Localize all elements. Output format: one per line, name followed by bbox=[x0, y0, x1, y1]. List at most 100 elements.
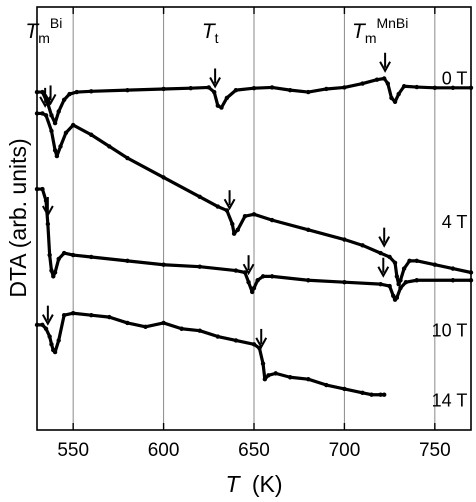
data-point-10-t-34 bbox=[468, 278, 474, 283]
data-point-4-t-4 bbox=[52, 148, 58, 153]
data-point-0-t-20 bbox=[269, 85, 275, 90]
data-point-14-t-2 bbox=[43, 326, 49, 331]
data-point-10-t-19 bbox=[251, 285, 257, 291]
data-point-0-t-27 bbox=[382, 76, 387, 81]
data-point-10-t-5 bbox=[49, 268, 54, 273]
data-point-14-t-3 bbox=[47, 334, 52, 339]
data-point-0-t-1 bbox=[40, 89, 45, 95]
data-point-0-t-8 bbox=[74, 89, 79, 95]
data-point-4-t-6 bbox=[58, 144, 63, 149]
transition-arrow-4 bbox=[223, 190, 236, 211]
tick-label-550: 550 bbox=[57, 440, 89, 461]
data-point-10-t-6 bbox=[51, 274, 56, 279]
data-point-10-t-27 bbox=[391, 293, 396, 298]
data-point-14-t-28 bbox=[342, 386, 347, 392]
transition-arrow-3 bbox=[39, 87, 52, 108]
data-point-4-t-26 bbox=[387, 254, 392, 260]
data-point-4-t-7 bbox=[63, 130, 69, 136]
data-point-0-t-5 bbox=[56, 109, 61, 114]
data-point-4-t-28 bbox=[394, 274, 400, 279]
data-point-14-t-1 bbox=[40, 322, 45, 328]
data-point-4-t-23 bbox=[342, 237, 347, 242]
data-point-0-t-15 bbox=[215, 103, 221, 108]
data-point-4-t-16 bbox=[230, 221, 235, 227]
data-point-14-t-9 bbox=[70, 311, 76, 316]
data-point-14-t-6 bbox=[52, 349, 58, 355]
series-group: 0 T 4 T 10 T 14 T bbox=[34, 68, 474, 410]
data-point-14-t-18 bbox=[233, 338, 239, 343]
data-point-4-t-11 bbox=[125, 155, 130, 161]
data-point-0-t-16 bbox=[219, 105, 224, 110]
data-point-0-t-19 bbox=[251, 86, 257, 91]
data-point-14-t-27 bbox=[324, 382, 329, 388]
data-point-4-t-33 bbox=[414, 258, 419, 264]
data-point-0-t-7 bbox=[67, 91, 72, 97]
data-point-0-t-36 bbox=[468, 85, 474, 91]
data-point-4-t-2 bbox=[43, 113, 49, 118]
data-point-14-t-4 bbox=[49, 342, 54, 347]
data-point-10-t-31 bbox=[403, 280, 409, 285]
data-point-0-t-9 bbox=[89, 89, 94, 94]
data-point-4-t-3 bbox=[49, 128, 54, 134]
data-point-10-t-3 bbox=[45, 221, 51, 227]
data-point-4-t-18 bbox=[235, 227, 240, 233]
x-axis-ticks: 550 600 650 700 750 bbox=[57, 7, 451, 461]
data-point-4-t-27 bbox=[392, 260, 398, 265]
data-point-10-t-16 bbox=[242, 270, 248, 275]
data-point-4-t-17 bbox=[231, 231, 237, 236]
data-point-10-t-33 bbox=[450, 278, 456, 283]
data-point-14-t-12 bbox=[125, 320, 130, 326]
data-point-10-t-26 bbox=[387, 283, 392, 289]
tick-label-600: 600 bbox=[148, 440, 180, 461]
data-point-14-t-31 bbox=[378, 392, 383, 397]
series-10-t: 10 T bbox=[34, 186, 474, 341]
data-point-4-t-12 bbox=[161, 175, 166, 180]
data-point-4-t-34 bbox=[432, 262, 438, 267]
data-point-0-t-29 bbox=[389, 95, 394, 101]
transition-arrow-1 bbox=[209, 68, 221, 89]
y-axis-label: DTA (arb. units) bbox=[5, 138, 31, 297]
data-point-10-t-30 bbox=[398, 285, 403, 291]
data-point-10-t-21 bbox=[260, 274, 266, 279]
data-point-0-t-0 bbox=[34, 89, 40, 95]
data-point-10-t-18 bbox=[249, 289, 255, 295]
tick-label-750: 750 bbox=[419, 440, 451, 461]
annotation-tm-mnbi: TmMnBi bbox=[352, 15, 408, 46]
series-label-14-t: 14 T bbox=[432, 390, 468, 410]
data-point-10-t-17 bbox=[246, 280, 251, 285]
data-point-0-t-28 bbox=[385, 81, 391, 86]
data-point-0-t-34 bbox=[432, 85, 438, 91]
data-point-10-t-10 bbox=[70, 252, 76, 258]
data-point-4-t-31 bbox=[401, 266, 407, 271]
data-point-4-t-22 bbox=[306, 227, 311, 233]
transition-arrow-7 bbox=[242, 255, 255, 276]
data-point-4-t-36 bbox=[468, 270, 474, 275]
data-point-0-t-35 bbox=[450, 85, 456, 91]
data-point-14-t-23 bbox=[266, 373, 271, 378]
annotation-tm-bi: TmBi bbox=[25, 15, 62, 46]
data-point-0-t-25 bbox=[360, 81, 365, 86]
data-point-14-t-11 bbox=[107, 314, 112, 320]
series-line-14-t bbox=[35, 311, 386, 397]
data-point-10-t-13 bbox=[161, 262, 166, 267]
transition-arrow-5 bbox=[378, 227, 391, 248]
data-point-14-t-7 bbox=[56, 338, 61, 343]
data-point-4-t-24 bbox=[360, 243, 365, 248]
data-point-4-t-30 bbox=[398, 278, 403, 283]
data-point-0-t-23 bbox=[324, 86, 329, 92]
series-14-t: 14 T bbox=[34, 311, 468, 410]
data-point-0-t-13 bbox=[206, 85, 211, 90]
data-point-0-t-26 bbox=[374, 77, 380, 82]
data-point-4-t-5 bbox=[54, 153, 60, 159]
data-point-0-t-22 bbox=[306, 89, 311, 95]
data-point-10-t-8 bbox=[56, 256, 61, 262]
data-point-0-t-10 bbox=[125, 87, 130, 93]
data-point-10-t-32 bbox=[414, 278, 419, 283]
data-point-14-t-13 bbox=[143, 324, 148, 330]
data-point-14-t-22 bbox=[262, 377, 268, 382]
data-point-0-t-30 bbox=[392, 99, 398, 104]
x-axis-unit: (K) bbox=[252, 471, 283, 497]
data-point-0-t-33 bbox=[414, 84, 419, 90]
data-point-0-t-6 bbox=[61, 97, 67, 103]
